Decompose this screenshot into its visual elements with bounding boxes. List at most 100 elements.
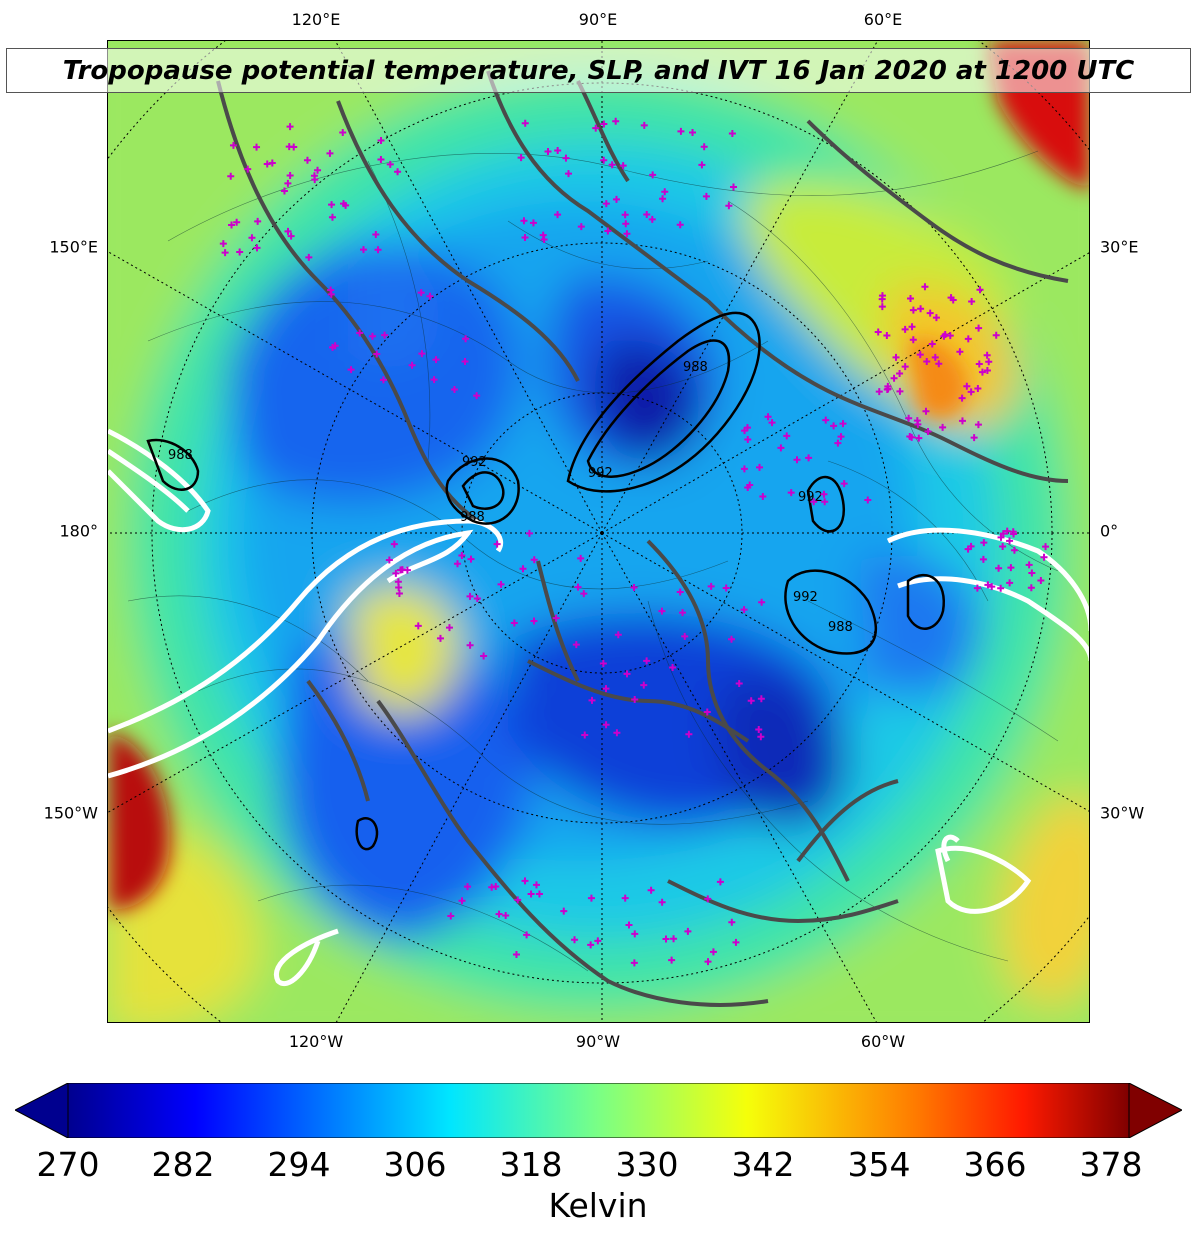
- station-marker: [647, 886, 655, 894]
- colorbar-tick-label: 342: [731, 1145, 795, 1184]
- station-marker: [740, 465, 748, 473]
- station-marker: [958, 417, 966, 425]
- station-marker: [390, 540, 398, 548]
- station-marker: [901, 325, 909, 333]
- colorbar-tick-label: 306: [383, 1145, 447, 1184]
- station-marker: [458, 551, 466, 559]
- station-marker: [535, 890, 543, 898]
- station-marker: [681, 632, 689, 640]
- station-marker: [735, 680, 743, 688]
- station-marker: [379, 376, 387, 384]
- colorbar-extend-max: [1128, 1083, 1182, 1138]
- station-marker: [466, 592, 474, 600]
- station-marker: [227, 172, 235, 180]
- station-marker: [514, 896, 522, 904]
- station-marker: [403, 566, 411, 574]
- station-marker: [458, 897, 466, 905]
- station-marker: [510, 619, 518, 627]
- station-marker: [360, 246, 368, 254]
- station-marker: [878, 292, 886, 300]
- station-marker: [417, 289, 425, 297]
- station-marker: [464, 883, 472, 891]
- station-marker: [630, 959, 638, 967]
- station-marker: [908, 433, 916, 441]
- station-marker: [669, 663, 677, 671]
- station-marker: [287, 232, 295, 240]
- colorbar-tick-label: 282: [151, 1145, 215, 1184]
- station-marker: [577, 223, 585, 231]
- station-marker: [394, 168, 402, 176]
- station-marker: [408, 361, 416, 369]
- station-marker: [922, 407, 930, 415]
- station-marker: [554, 147, 562, 155]
- station-marker: [810, 498, 818, 506]
- station-marker: [820, 490, 828, 498]
- station-marker: [875, 388, 883, 396]
- station-marker: [1025, 561, 1033, 569]
- station-marker: [599, 659, 607, 667]
- station-marker: [347, 366, 355, 374]
- station-marker: [621, 211, 629, 219]
- tick-label-right: 30°W: [1100, 803, 1145, 823]
- station-marker: [878, 303, 886, 311]
- colorbar-gradient: [67, 1083, 1130, 1138]
- station-marker: [339, 128, 347, 136]
- colorbar-tick-label: 318: [499, 1145, 563, 1184]
- station-marker: [805, 454, 813, 462]
- station-marker: [883, 331, 891, 339]
- station-marker: [756, 463, 764, 471]
- station-marker: [445, 624, 453, 632]
- station-marker: [939, 423, 947, 431]
- station-marker: [837, 433, 845, 441]
- station-marker: [229, 141, 237, 149]
- tick-label-left: 180°: [59, 521, 98, 541]
- station-marker: [677, 127, 685, 135]
- station-marker: [964, 335, 972, 343]
- station-marker: [254, 217, 262, 225]
- station-marker: [746, 481, 754, 489]
- station-marker: [649, 171, 657, 179]
- station-marker: [658, 607, 666, 615]
- station-marker: [704, 958, 712, 966]
- colorbar-tick-label: 294: [267, 1145, 331, 1184]
- station-marker: [757, 695, 765, 703]
- station-marker: [328, 213, 336, 221]
- station-marker: [658, 898, 666, 906]
- station-marker: [995, 564, 1003, 572]
- station-marker: [286, 172, 294, 180]
- station-marker: [983, 366, 991, 374]
- coastlines: [216, 70, 1069, 1007]
- station-marker: [967, 542, 975, 550]
- station-marker: [926, 309, 934, 317]
- station-marker: [554, 211, 562, 219]
- station-marker: [896, 387, 904, 395]
- station-marker: [286, 123, 294, 131]
- map-panel: 992 988 992 988 992 988 992 988: [107, 40, 1090, 1023]
- station-marker: [480, 652, 488, 660]
- slp-label: 988: [460, 510, 485, 525]
- station-marker: [613, 729, 621, 737]
- station-marker: [905, 414, 913, 422]
- station-marker: [864, 496, 872, 504]
- station-marker: [958, 394, 966, 402]
- station-marker: [461, 358, 469, 366]
- station-marker: [787, 489, 795, 497]
- station-marker: [1028, 569, 1036, 577]
- station-marker: [676, 221, 684, 229]
- station-marker: [517, 154, 525, 162]
- station-marker: [621, 894, 629, 902]
- station-marker: [328, 201, 336, 209]
- station-marker: [521, 234, 529, 242]
- theta-contours: [127, 150, 1059, 972]
- station-marker: [685, 730, 693, 738]
- station-marker: [395, 583, 403, 591]
- station-marker: [512, 951, 520, 959]
- station-marker: [592, 124, 600, 132]
- slp-label: 992: [588, 466, 613, 481]
- station-marker: [970, 434, 978, 442]
- station-marker: [915, 434, 923, 442]
- station-marker: [1042, 543, 1050, 551]
- station-marker: [932, 314, 940, 322]
- station-marker: [492, 882, 500, 890]
- station-marker: [608, 161, 616, 169]
